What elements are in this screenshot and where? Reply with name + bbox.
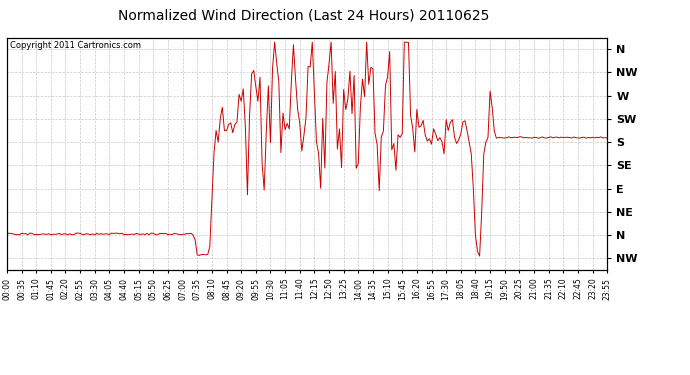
Text: Copyright 2011 Cartronics.com: Copyright 2011 Cartronics.com	[10, 41, 141, 50]
Text: Normalized Wind Direction (Last 24 Hours) 20110625: Normalized Wind Direction (Last 24 Hours…	[118, 9, 489, 22]
